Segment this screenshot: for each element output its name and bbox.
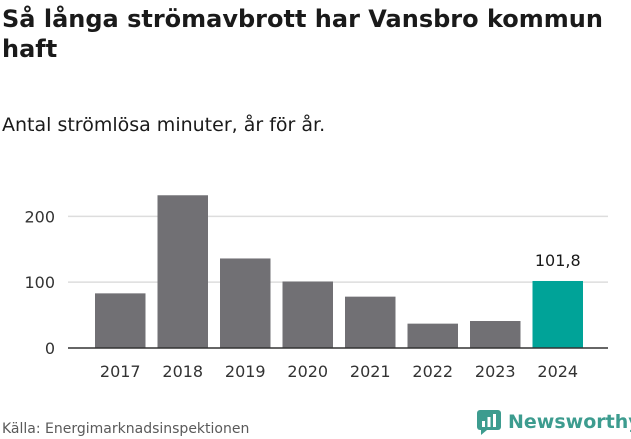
bar (470, 321, 521, 348)
y-tick-label: 100 (24, 273, 55, 292)
bar (345, 296, 396, 348)
x-tick-label: 2017 (100, 362, 141, 381)
brand-name: Newsworthy (508, 411, 631, 433)
bar (532, 280, 583, 348)
chart-subtitle: Antal strömlösa minuter, år för år. (2, 114, 326, 136)
source-note: Källa: Energimarknadsinspektionen (2, 421, 250, 437)
x-tick-label: 2020 (287, 362, 328, 381)
x-tick-label: 2022 (412, 362, 453, 381)
bar (95, 293, 146, 348)
y-tick-label: 200 (24, 207, 55, 226)
bar (157, 195, 208, 348)
y-tick-label: 0 (45, 339, 55, 358)
bar (282, 281, 333, 348)
chart-title: Så långa strömavbrott har Vansbro kommun… (2, 5, 603, 63)
x-tick-label: 2024 (537, 362, 578, 381)
bars (68, 195, 608, 349)
bar (220, 258, 271, 348)
bar (407, 323, 458, 348)
grid-lines (68, 215, 608, 283)
x-tick-label: 2019 (225, 362, 266, 381)
bar-chart: 0 100 200 2017 2018 2019 2020 2021 2022 2023 2024 1… (24, 195, 608, 381)
newsworthy-logo-icon (477, 410, 501, 435)
data-label: 101,8 (535, 251, 581, 270)
x-tick-label: 2023 (475, 362, 516, 381)
x-tick-label: 2021 (350, 362, 391, 381)
labels: 0 100 200 2017 2018 2019 2020 2021 2022 2023 2024 1… (24, 207, 580, 381)
x-tick-label: 2018 (162, 362, 203, 381)
brand-logo: Newsworthy (476, 409, 631, 435)
